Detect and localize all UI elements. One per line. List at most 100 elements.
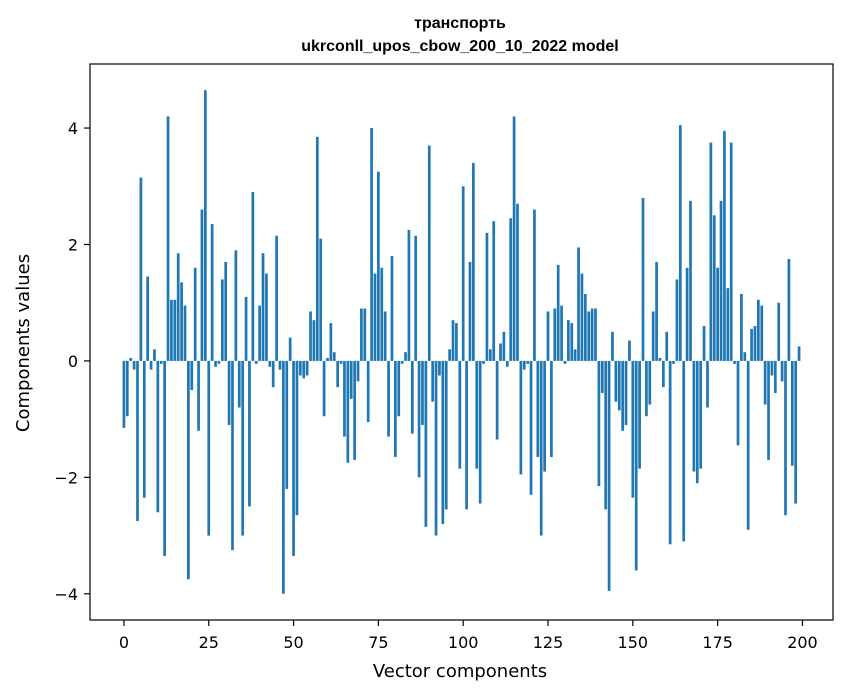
bar	[736, 360, 740, 446]
bar	[203, 90, 207, 361]
bar	[621, 360, 625, 431]
bar	[451, 320, 455, 361]
chart-title: транспорть	[414, 15, 506, 32]
bar	[475, 360, 479, 469]
bar	[210, 224, 214, 361]
bar	[448, 349, 451, 361]
bar	[689, 200, 692, 361]
bar	[129, 358, 133, 361]
bar	[753, 325, 757, 361]
x-tick-label: 75	[368, 633, 388, 652]
bar	[349, 360, 353, 399]
bar	[258, 305, 261, 361]
bar	[282, 360, 285, 594]
y-tick-label: −4	[54, 585, 78, 604]
x-tick-label: 175	[702, 633, 733, 652]
bar	[617, 360, 621, 411]
bar	[410, 360, 414, 434]
bar	[719, 200, 723, 361]
bar	[244, 296, 248, 361]
bar	[261, 253, 265, 361]
bar	[122, 360, 126, 428]
bar	[777, 302, 781, 361]
bar	[723, 130, 726, 361]
bar	[146, 276, 150, 361]
bar	[512, 116, 516, 361]
bar	[675, 279, 679, 361]
bar	[370, 128, 373, 361]
bar	[760, 305, 764, 361]
bar	[356, 360, 360, 382]
bar	[187, 360, 190, 580]
bar	[770, 360, 774, 376]
bar	[709, 142, 713, 361]
bar	[600, 360, 604, 393]
bar	[784, 360, 787, 516]
bar	[794, 360, 798, 504]
bar	[516, 203, 519, 361]
bar	[366, 360, 370, 423]
bar	[790, 360, 794, 466]
bar	[665, 331, 669, 361]
bar	[404, 352, 407, 361]
bar	[787, 259, 791, 361]
bar	[166, 116, 170, 361]
bar	[434, 360, 438, 536]
bar	[750, 328, 753, 361]
x-tick-label: 0	[119, 633, 129, 652]
x-tick-label: 25	[199, 633, 219, 652]
bar	[363, 308, 367, 361]
bar	[702, 325, 706, 361]
x-tick-label: 150	[618, 633, 649, 652]
bar	[553, 308, 557, 361]
x-tick-label: 125	[533, 633, 564, 652]
bar	[546, 311, 550, 361]
bar	[241, 360, 245, 536]
bar	[383, 311, 387, 361]
bar	[482, 360, 485, 364]
bar	[556, 264, 560, 361]
bar	[648, 360, 652, 405]
chart-subtitle: ukrconll_upos_cbow_200_10_2022 model	[301, 38, 618, 55]
bar	[624, 360, 628, 425]
bar	[183, 305, 187, 361]
bar	[360, 308, 363, 361]
bar	[254, 360, 258, 364]
bar	[597, 360, 601, 487]
bar	[373, 273, 377, 361]
bar	[339, 360, 343, 364]
bar	[583, 293, 587, 361]
bar	[509, 218, 513, 361]
bar	[170, 299, 173, 361]
bar	[149, 360, 153, 370]
bar	[461, 186, 465, 361]
bar	[604, 360, 608, 510]
bar	[217, 360, 221, 364]
bar	[312, 320, 316, 361]
bar	[631, 360, 635, 498]
bar	[478, 360, 482, 504]
bar	[248, 360, 251, 507]
bar	[628, 340, 631, 361]
x-tick-label: 50	[283, 633, 303, 652]
bar	[444, 360, 448, 510]
bar	[322, 360, 326, 417]
y-axis-ticks: −4 −2 0 2 4	[54, 119, 90, 604]
bar	[706, 360, 709, 408]
bar	[668, 360, 672, 545]
bar	[142, 360, 146, 498]
bar	[292, 360, 295, 556]
bar	[611, 331, 614, 361]
bar	[190, 360, 194, 391]
bar	[380, 267, 384, 361]
bar	[726, 288, 730, 361]
x-tick-label: 200	[787, 633, 818, 652]
bar	[505, 360, 509, 367]
bar	[400, 360, 404, 364]
bar	[472, 162, 475, 361]
bar	[485, 232, 489, 361]
bar	[536, 360, 540, 457]
bar	[315, 136, 319, 361]
bar	[275, 235, 278, 361]
bar	[773, 360, 777, 393]
